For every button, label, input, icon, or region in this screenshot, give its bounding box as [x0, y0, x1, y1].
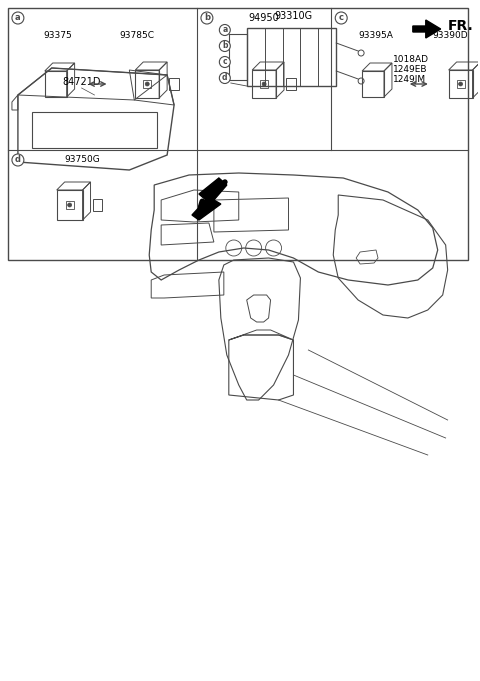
Bar	[229, 34, 247, 80]
Text: d: d	[15, 155, 21, 165]
Bar	[93, 199, 102, 211]
Bar	[247, 28, 336, 86]
Text: b: b	[204, 14, 210, 22]
Circle shape	[68, 203, 72, 207]
Circle shape	[219, 25, 230, 35]
Bar	[57, 190, 83, 220]
Bar	[252, 70, 276, 98]
Bar	[143, 80, 151, 88]
Circle shape	[335, 12, 347, 24]
Text: FR.: FR.	[448, 19, 473, 33]
Circle shape	[262, 82, 266, 86]
Text: c: c	[223, 57, 227, 67]
Bar	[362, 71, 384, 97]
Bar	[45, 71, 67, 97]
Text: 93310G: 93310G	[275, 11, 312, 21]
Text: c: c	[339, 14, 344, 22]
Text: a: a	[15, 14, 21, 22]
Text: 94950: 94950	[249, 13, 279, 23]
Bar	[260, 80, 268, 88]
Circle shape	[12, 12, 24, 24]
Bar	[286, 78, 296, 90]
Bar	[449, 70, 472, 98]
Bar	[456, 80, 465, 88]
Text: 93785C: 93785C	[120, 31, 155, 40]
Bar	[66, 201, 73, 209]
Text: 93750G: 93750G	[65, 155, 100, 165]
Circle shape	[145, 82, 149, 86]
Bar	[169, 78, 179, 90]
Circle shape	[219, 40, 230, 52]
Polygon shape	[413, 20, 441, 38]
Text: 93375: 93375	[43, 31, 72, 40]
Circle shape	[219, 72, 230, 84]
Circle shape	[458, 82, 463, 86]
Text: 84721D: 84721D	[62, 77, 101, 87]
Polygon shape	[192, 178, 227, 220]
Circle shape	[12, 154, 24, 166]
Text: d: d	[222, 74, 228, 82]
Text: 1018AD: 1018AD	[393, 55, 429, 65]
Bar	[8, 8, 468, 260]
Text: b: b	[222, 42, 228, 50]
Text: 1249EB: 1249EB	[393, 65, 428, 74]
Circle shape	[219, 57, 230, 67]
Text: 93390D: 93390D	[433, 31, 468, 40]
Text: 1249JM: 1249JM	[393, 76, 426, 84]
Circle shape	[201, 12, 213, 24]
Text: a: a	[222, 25, 228, 35]
Text: 93395A: 93395A	[359, 31, 394, 40]
Bar	[135, 70, 159, 98]
